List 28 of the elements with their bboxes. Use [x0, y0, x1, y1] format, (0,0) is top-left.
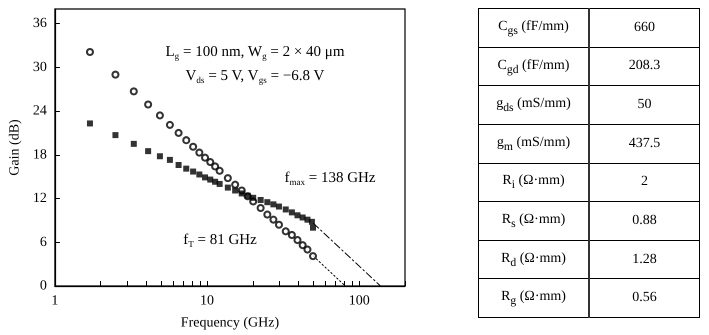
- y-tick-label: 0: [40, 278, 47, 294]
- data-label: 50: [589, 86, 700, 124]
- y-tick-label: 30: [32, 60, 47, 75]
- y-axis-title: Gain (dB): [8, 118, 22, 176]
- x-tick-label: 100: [348, 294, 370, 308]
- y-tick-label: 12: [32, 191, 47, 206]
- x-tick-label: 1: [51, 294, 58, 308]
- y-tick-label: 24: [32, 104, 47, 119]
- data-label: 660: [589, 8, 700, 48]
- y-tick-label: 18: [32, 147, 47, 162]
- category-label: R$_{d}$ (Ω·mm): [478, 240, 589, 279]
- category-label: R$_{g}$ (Ω·mm): [478, 278, 589, 318]
- y-tick-label: 36: [32, 16, 47, 32]
- category-label: g$_{ds}$ (mS/mm): [478, 86, 589, 124]
- category-label: g$_{m}$ (mS/mm): [478, 124, 589, 163]
- data-label: 437.5: [589, 124, 700, 163]
- data-label: 0.56: [589, 278, 700, 318]
- category-label: R$_{s}$ (Ω·mm): [478, 202, 589, 240]
- y-tick-label: 6: [40, 234, 47, 250]
- data-label: 1.28: [589, 240, 700, 279]
- category-label: C$_{gd}$ (fF/mm): [478, 47, 589, 86]
- data-label: 0.88: [589, 202, 700, 240]
- category-label: R$_{i}$ (Ω·mm): [478, 163, 589, 202]
- x-tick-label: 10: [200, 294, 214, 308]
- x-axis-title: Frequency (GHz): [180, 316, 280, 330]
- category-label: C$_{gs}$ (fF/mm): [478, 8, 589, 48]
- data-label: 208.3: [589, 47, 700, 86]
- data-label: 2: [589, 163, 700, 202]
